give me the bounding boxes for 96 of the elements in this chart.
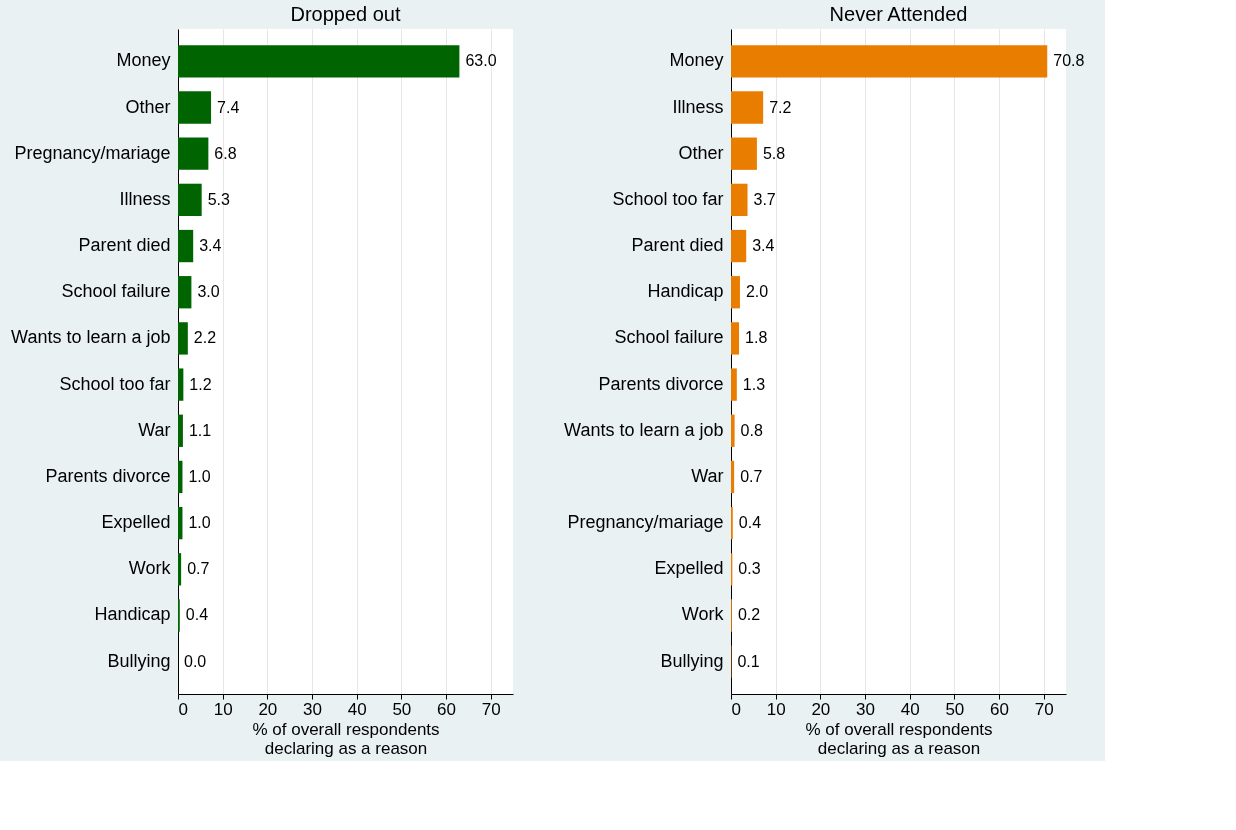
data-label: 0.1 bbox=[737, 652, 760, 670]
y-tick-label: Expelled bbox=[101, 512, 171, 533]
data-label: 0.0 bbox=[184, 652, 207, 670]
data-label: 3.7 bbox=[753, 190, 776, 208]
data-label: 6.8 bbox=[214, 144, 237, 162]
bar bbox=[731, 45, 1048, 78]
data-label: 0.7 bbox=[740, 467, 763, 485]
bar bbox=[178, 229, 194, 263]
y-tick-label: Handicap bbox=[94, 604, 171, 625]
y-tick-label: Other bbox=[125, 96, 171, 117]
y-tick-label: Parent died bbox=[78, 235, 171, 256]
y-tick-label: Pregnancy/mariage bbox=[14, 142, 171, 163]
chart-title: Never Attended bbox=[829, 3, 968, 25]
x-tick-label: 40 bbox=[347, 699, 367, 719]
x-tick-label: 40 bbox=[900, 699, 920, 719]
bar bbox=[731, 229, 747, 263]
data-label: 1.1 bbox=[188, 421, 212, 439]
data-label: 70.8 bbox=[1053, 52, 1085, 70]
y-tick-label: Money bbox=[116, 50, 171, 71]
bar bbox=[731, 414, 735, 447]
data-label: 1.3 bbox=[742, 375, 766, 393]
bar bbox=[731, 322, 740, 355]
y-tick-label: Bullying bbox=[107, 650, 171, 671]
x-tick-label: 70 bbox=[1034, 699, 1054, 719]
x-tick-label: 10 bbox=[213, 699, 233, 719]
bar bbox=[178, 368, 184, 401]
data-label: 2.2 bbox=[193, 329, 217, 347]
y-tick-label: School too far bbox=[612, 188, 724, 209]
x-tick-label: 50 bbox=[945, 699, 965, 719]
y-tick-label: Other bbox=[678, 142, 724, 163]
bar bbox=[178, 276, 192, 309]
bar bbox=[731, 368, 737, 401]
data-label: 2.0 bbox=[745, 283, 769, 301]
data-label: 0.2 bbox=[737, 606, 761, 624]
bar bbox=[731, 137, 757, 170]
bar bbox=[178, 45, 460, 78]
bar bbox=[731, 460, 735, 494]
data-label: 5.3 bbox=[207, 190, 231, 208]
data-label: 0.7 bbox=[187, 560, 210, 578]
bar bbox=[178, 183, 202, 217]
data-label: 0.3 bbox=[738, 560, 761, 578]
y-tick-label: Money bbox=[669, 50, 724, 71]
y-tick-label: Wants to learn a job bbox=[564, 419, 724, 440]
x-tick-label: 70 bbox=[481, 699, 501, 719]
x-tick-label: 10 bbox=[766, 699, 786, 719]
y-tick-label: Parents divorce bbox=[45, 465, 171, 486]
y-tick-label: Pregnancy/mariage bbox=[567, 512, 724, 533]
y-tick-label: Work bbox=[128, 558, 172, 579]
x-tick-label: 60 bbox=[437, 699, 456, 719]
x-axis-title: % of overall respondents declaring as a reason bbox=[252, 719, 440, 758]
x-tick-label: 20 bbox=[258, 699, 278, 719]
data-label: 5.8 bbox=[762, 144, 786, 162]
x-tick-label: 50 bbox=[392, 699, 412, 719]
y-tick-label: Parent died bbox=[631, 235, 724, 256]
y-tick-label: Wants to learn a job bbox=[11, 327, 171, 348]
y-tick-label: School failure bbox=[614, 327, 724, 348]
data-label: 1.2 bbox=[189, 375, 212, 393]
bar bbox=[731, 183, 748, 217]
bar bbox=[178, 553, 182, 586]
data-label: 1.0 bbox=[188, 514, 211, 532]
bar bbox=[178, 414, 183, 447]
data-label: 0.4 bbox=[185, 606, 209, 624]
y-tick-label: Bullying bbox=[660, 650, 724, 671]
data-label: 0.4 bbox=[738, 514, 762, 532]
y-tick-label: Illness bbox=[672, 96, 724, 117]
x-tick-label: 0 bbox=[178, 699, 188, 719]
bar bbox=[178, 137, 209, 170]
bar bbox=[731, 91, 764, 124]
x-tick-label: 0 bbox=[731, 699, 741, 719]
chart-title: Dropped out bbox=[290, 3, 401, 25]
data-label: 3.4 bbox=[752, 237, 775, 255]
x-tick-label: 60 bbox=[990, 699, 1009, 719]
data-label: 0.8 bbox=[740, 421, 763, 439]
bar bbox=[731, 276, 740, 309]
y-tick-label: Illness bbox=[119, 188, 171, 209]
bar bbox=[178, 91, 212, 124]
data-label: 63.0 bbox=[465, 52, 497, 70]
y-tick-label: School too far bbox=[59, 373, 171, 394]
data-label: 7.2 bbox=[769, 98, 792, 116]
y-tick-label: War bbox=[691, 465, 724, 486]
data-label: 7.4 bbox=[217, 98, 240, 116]
data-label: 3.4 bbox=[199, 237, 222, 255]
data-label: 1.0 bbox=[188, 467, 211, 485]
x-tick-label: 30 bbox=[856, 699, 875, 719]
x-tick-label: 30 bbox=[303, 699, 322, 719]
y-tick-label: Parents divorce bbox=[598, 373, 724, 394]
y-tick-label: Handicap bbox=[647, 281, 724, 302]
y-tick-label: Work bbox=[681, 604, 725, 625]
data-label: 1.8 bbox=[745, 329, 768, 347]
x-tick-label: 20 bbox=[811, 699, 831, 719]
y-tick-label: War bbox=[138, 419, 171, 440]
x-axis-title: % of overall respondents declaring as a reason bbox=[805, 719, 993, 758]
y-tick-label: School failure bbox=[61, 281, 171, 302]
y-tick-label: Expelled bbox=[654, 558, 724, 579]
bar bbox=[178, 322, 188, 355]
data-label: 3.0 bbox=[197, 283, 220, 301]
